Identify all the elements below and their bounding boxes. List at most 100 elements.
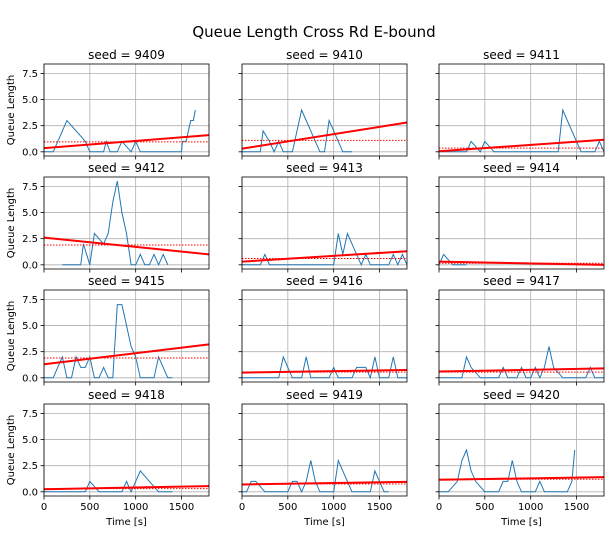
x-tick-label: 0 (239, 502, 245, 513)
y-axis-label: Queue Length (6, 75, 17, 146)
axes-frame (241, 63, 408, 157)
y-tick-label: 2.5 (22, 461, 38, 472)
x-tick-label: 1500 (367, 502, 392, 513)
subplot-11: seed = 9419 0 500 1000 1500 Time [s] (238, 388, 408, 528)
subplot-1: seed = 9409 0.0 2.5 5.0 7.5 Queue Length (6, 48, 210, 160)
axes-frame (241, 403, 408, 497)
y-tick-label: 2.5 (22, 234, 38, 245)
subplot-4: seed = 9412 0.0 2.5 5.0 7.5 Queue Length (6, 161, 210, 273)
y-tick-label: 5.0 (22, 95, 38, 106)
subplot-title: seed = 9409 (88, 48, 165, 62)
x-tick-label: 500 (278, 502, 297, 513)
subplot-title: seed = 9414 (483, 161, 560, 175)
y-tick-label: 2.5 (22, 347, 38, 358)
subplot-title: seed = 9419 (286, 388, 363, 402)
plot-area (242, 231, 407, 267)
plot-area (44, 304, 209, 379)
series-line (44, 304, 173, 379)
series-line (439, 253, 467, 266)
subplot-5: seed = 9413 (238, 161, 408, 273)
series-line (242, 355, 407, 380)
axes-frame (438, 403, 605, 497)
x-tick-label: 500 (80, 502, 99, 513)
series-line (242, 231, 407, 267)
y-tick-label: 7.5 (22, 182, 38, 193)
y-tick-label: 7.5 (22, 409, 38, 420)
subplot-title: seed = 9416 (286, 274, 363, 288)
trend-line (439, 260, 604, 266)
trend-line (439, 476, 604, 481)
subplot-title: seed = 9412 (88, 161, 165, 175)
subplot-title: seed = 9413 (286, 161, 363, 175)
x-tick-label: 0 (436, 502, 442, 513)
x-tick-label: 1000 (123, 502, 148, 513)
plot-area (44, 181, 209, 267)
subplot-8: seed = 9416 (238, 274, 408, 386)
y-tick-label: 7.5 (22, 295, 38, 306)
series-line (62, 181, 169, 267)
plot-area (242, 458, 407, 494)
x-axis-label: Time [s] (500, 517, 542, 528)
trend-line (439, 367, 604, 373)
y-tick-label: 0.0 (22, 373, 38, 384)
y-axis-label: Queue Length (6, 301, 17, 372)
x-axis-label: Time [s] (303, 517, 345, 528)
subplot-10: seed = 9418 0.0 2.5 5.0 7.5 Queue Length 0 500 1… (6, 388, 210, 528)
plot-area (242, 355, 407, 380)
subplot-7: seed = 9415 0.0 2.5 5.0 7.5 Queue Length (6, 274, 210, 386)
x-tick-label: 1500 (169, 502, 194, 513)
series-line (44, 109, 196, 153)
plot-area (439, 108, 604, 153)
trend-line (44, 343, 209, 366)
subplot-3: seed = 9411 (435, 48, 605, 160)
x-tick-label: 500 (475, 502, 494, 513)
subplot-title: seed = 9420 (483, 388, 560, 402)
plot-area (242, 108, 407, 154)
y-axis-label: Queue Length (6, 188, 17, 259)
axes-frame (438, 176, 605, 270)
axes-frame (43, 63, 210, 157)
x-tick-label: 1000 (518, 502, 543, 513)
trend-line (242, 250, 407, 263)
y-tick-label: 7.5 (22, 69, 38, 80)
plot-area (439, 448, 604, 493)
axes-frame (43, 176, 210, 270)
y-tick-label: 0.0 (22, 260, 38, 271)
y-tick-label: 5.0 (22, 435, 38, 446)
plot-area (44, 469, 209, 494)
axes-frame (438, 63, 605, 157)
y-tick-label: 0.0 (22, 147, 38, 158)
subplot-title: seed = 9417 (483, 274, 560, 288)
axes-frame (438, 289, 605, 383)
subplot-2: seed = 9410 (238, 48, 408, 160)
axes-frame (241, 289, 408, 383)
axes-frame (43, 289, 210, 383)
y-tick-label: 2.5 (22, 121, 38, 132)
subplot-title: seed = 9415 (88, 274, 165, 288)
y-tick-label: 0.0 (22, 487, 38, 498)
figure-title: Queue Length Cross Rd E-bound (192, 23, 435, 41)
axes-frame (241, 176, 408, 270)
plot-area (44, 109, 209, 153)
trend-line (439, 138, 604, 153)
trend-line (44, 485, 209, 491)
y-axis-label: Queue Length (6, 415, 17, 486)
plot-area (439, 346, 604, 380)
series-line (439, 108, 604, 153)
trend-line (242, 480, 407, 486)
subplot-title: seed = 9410 (286, 48, 363, 62)
subplot-title: seed = 9418 (88, 388, 165, 402)
subplot-title: seed = 9411 (483, 48, 560, 62)
x-axis-label: Time [s] (105, 517, 147, 528)
y-tick-label: 5.0 (22, 208, 38, 219)
subplot-12: seed = 9420 0 500 1000 1500 Time [s] (435, 388, 605, 528)
trend-line (242, 368, 407, 374)
x-tick-label: 0 (41, 502, 47, 513)
trend-line (242, 121, 407, 150)
y-tick-label: 5.0 (22, 321, 38, 332)
subplot-9: seed = 9417 (435, 274, 605, 386)
axes-frame (43, 403, 210, 497)
series-line (242, 458, 389, 494)
